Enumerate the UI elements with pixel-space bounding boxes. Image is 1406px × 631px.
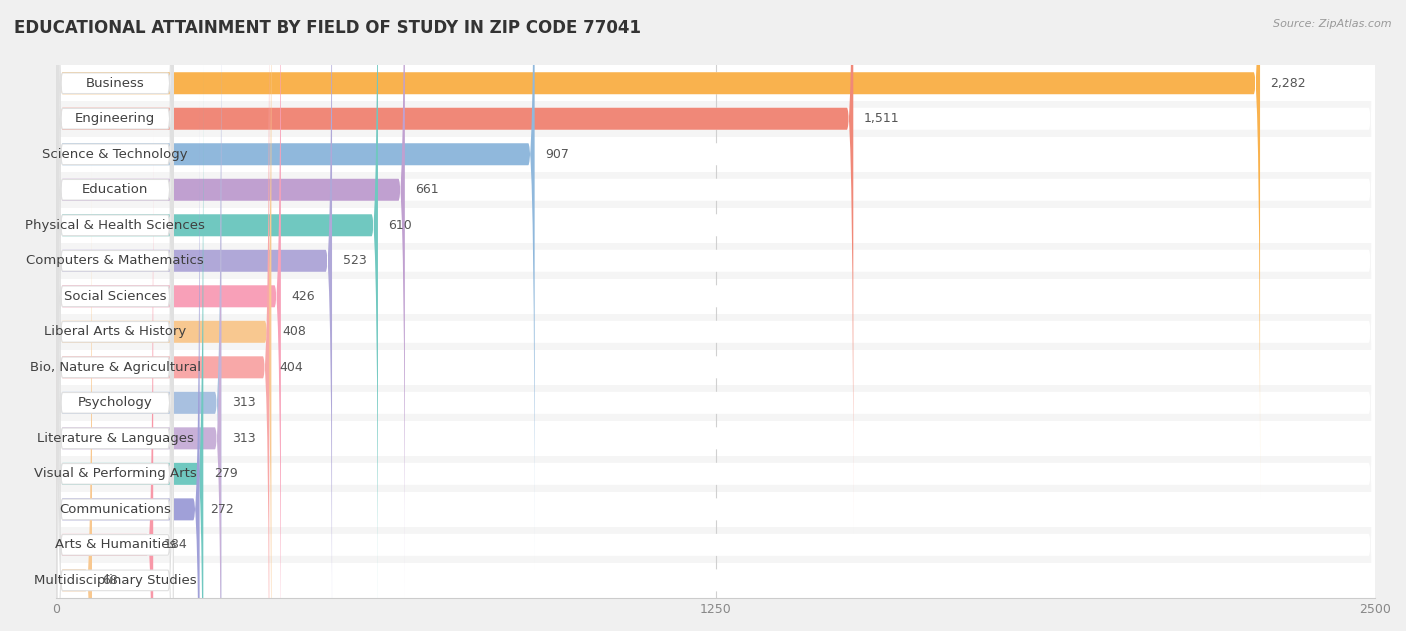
FancyBboxPatch shape [56, 130, 153, 631]
Text: 279: 279 [214, 468, 238, 480]
FancyBboxPatch shape [56, 0, 1375, 631]
Text: Social Sciences: Social Sciences [63, 290, 166, 303]
FancyBboxPatch shape [56, 0, 1260, 498]
FancyBboxPatch shape [58, 23, 173, 631]
FancyBboxPatch shape [58, 0, 173, 631]
FancyBboxPatch shape [56, 0, 1375, 605]
FancyBboxPatch shape [58, 58, 173, 631]
Bar [56, 350, 1375, 385]
Text: 2,282: 2,282 [1271, 77, 1306, 90]
Text: Bio, Nature & Agricultural: Bio, Nature & Agricultural [30, 361, 201, 374]
FancyBboxPatch shape [56, 0, 281, 631]
Text: 272: 272 [209, 503, 233, 516]
FancyBboxPatch shape [58, 0, 173, 499]
Bar [56, 492, 1375, 527]
FancyBboxPatch shape [56, 0, 1375, 498]
Text: Visual & Performing Arts: Visual & Performing Arts [34, 468, 197, 480]
FancyBboxPatch shape [56, 0, 853, 534]
Bar [56, 385, 1375, 421]
FancyBboxPatch shape [58, 0, 173, 534]
Text: Engineering: Engineering [75, 112, 155, 125]
FancyBboxPatch shape [58, 0, 173, 428]
FancyBboxPatch shape [56, 59, 1375, 631]
FancyBboxPatch shape [56, 0, 1375, 631]
Text: 408: 408 [283, 326, 305, 338]
FancyBboxPatch shape [56, 23, 1375, 631]
Bar [56, 136, 1375, 172]
FancyBboxPatch shape [56, 0, 332, 631]
Text: Physical & Health Sciences: Physical & Health Sciences [25, 219, 205, 232]
FancyBboxPatch shape [58, 0, 173, 570]
Text: 1,511: 1,511 [863, 112, 900, 125]
FancyBboxPatch shape [58, 0, 173, 631]
FancyBboxPatch shape [56, 59, 204, 631]
Text: Literature & Languages: Literature & Languages [37, 432, 194, 445]
Text: Business: Business [86, 77, 145, 90]
Text: Communications: Communications [59, 503, 172, 516]
Bar [56, 66, 1375, 101]
FancyBboxPatch shape [58, 0, 173, 606]
Bar [56, 101, 1375, 136]
Text: Multidisciplinary Studies: Multidisciplinary Studies [34, 574, 197, 587]
FancyBboxPatch shape [58, 165, 173, 631]
FancyBboxPatch shape [56, 0, 1375, 534]
FancyBboxPatch shape [56, 165, 91, 631]
FancyBboxPatch shape [58, 93, 173, 631]
Text: Computers & Mathematics: Computers & Mathematics [27, 254, 204, 268]
FancyBboxPatch shape [56, 94, 1375, 631]
Text: Source: ZipAtlas.com: Source: ZipAtlas.com [1274, 19, 1392, 29]
FancyBboxPatch shape [56, 0, 1375, 631]
Text: 426: 426 [291, 290, 315, 303]
Text: 523: 523 [343, 254, 367, 268]
FancyBboxPatch shape [56, 0, 1375, 631]
FancyBboxPatch shape [56, 0, 270, 631]
Bar [56, 172, 1375, 208]
FancyBboxPatch shape [56, 0, 405, 605]
Text: 907: 907 [546, 148, 569, 161]
Text: 610: 610 [388, 219, 412, 232]
Bar [56, 208, 1375, 243]
Text: 184: 184 [163, 538, 187, 551]
FancyBboxPatch shape [56, 23, 221, 631]
Text: Science & Technology: Science & Technology [42, 148, 188, 161]
Bar [56, 243, 1375, 278]
Bar [56, 314, 1375, 350]
FancyBboxPatch shape [56, 0, 271, 631]
Text: Education: Education [82, 183, 149, 196]
Bar [56, 563, 1375, 598]
Text: 313: 313 [232, 432, 256, 445]
Bar [56, 278, 1375, 314]
FancyBboxPatch shape [56, 0, 378, 631]
Bar [56, 456, 1375, 492]
FancyBboxPatch shape [56, 130, 1375, 631]
FancyBboxPatch shape [56, 0, 1375, 569]
Text: Arts & Humanities: Arts & Humanities [55, 538, 176, 551]
FancyBboxPatch shape [58, 129, 173, 631]
Text: Liberal Arts & History: Liberal Arts & History [44, 326, 187, 338]
FancyBboxPatch shape [58, 0, 173, 464]
FancyBboxPatch shape [56, 165, 1375, 631]
FancyBboxPatch shape [56, 0, 1375, 631]
Bar [56, 527, 1375, 563]
FancyBboxPatch shape [58, 200, 173, 631]
FancyBboxPatch shape [56, 0, 534, 569]
Bar [56, 421, 1375, 456]
Text: 313: 313 [232, 396, 256, 410]
Text: Psychology: Psychology [77, 396, 153, 410]
FancyBboxPatch shape [56, 0, 221, 631]
Text: 661: 661 [415, 183, 439, 196]
FancyBboxPatch shape [58, 235, 173, 631]
FancyBboxPatch shape [56, 94, 200, 631]
Text: 68: 68 [103, 574, 118, 587]
FancyBboxPatch shape [56, 0, 1375, 631]
Text: EDUCATIONAL ATTAINMENT BY FIELD OF STUDY IN ZIP CODE 77041: EDUCATIONAL ATTAINMENT BY FIELD OF STUDY… [14, 19, 641, 37]
Text: 404: 404 [280, 361, 304, 374]
